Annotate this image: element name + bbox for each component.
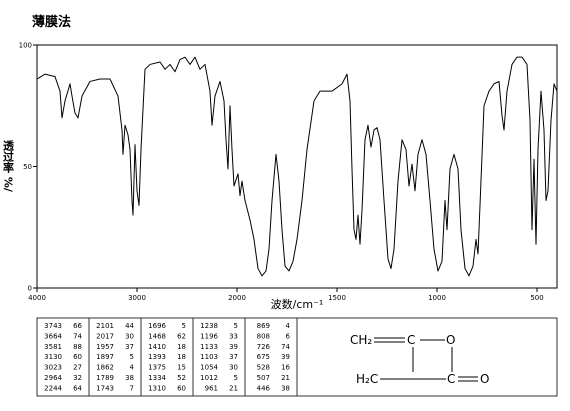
peak-transmittance: 60 xyxy=(177,384,186,392)
x-tick-label: 1500 xyxy=(328,294,346,302)
peak-transmittance: 5 xyxy=(182,322,186,330)
peak-transmittance: 18 xyxy=(177,343,186,351)
chart-title: 薄膜法 xyxy=(32,14,71,30)
peak-wavenumber: 869 xyxy=(257,322,270,330)
peak-wavenumber: 3023 xyxy=(44,364,62,372)
peak-transmittance: 38 xyxy=(281,384,290,392)
peak-wavenumber: 528 xyxy=(257,364,270,372)
peak-transmittance: 7 xyxy=(130,384,134,392)
peak-wavenumber: 1375 xyxy=(148,364,166,372)
y-tick-label: 0 xyxy=(28,285,32,293)
peak-wavenumber: 2964 xyxy=(44,374,62,382)
peak-transmittance: 44 xyxy=(125,322,134,330)
peak-transmittance: 74 xyxy=(73,332,82,340)
peak-wavenumber: 446 xyxy=(257,384,271,392)
peak-wavenumber: 961 xyxy=(205,384,218,392)
peak-transmittance: 60 xyxy=(73,353,82,361)
peak-transmittance: 15 xyxy=(177,364,186,372)
peak-transmittance: 5 xyxy=(234,374,238,382)
peak-wavenumber: 2244 xyxy=(44,384,62,392)
peak-wavenumber: 1334 xyxy=(148,374,166,382)
peak-wavenumber: 3743 xyxy=(44,322,62,330)
peak-wavenumber: 1897 xyxy=(96,353,114,361)
peak-transmittance: 30 xyxy=(125,332,134,340)
plot-frame xyxy=(36,44,558,289)
peak-wavenumber: 675 xyxy=(257,353,270,361)
peak-transmittance: 21 xyxy=(229,384,238,392)
y-axis-label: 透过率 %/ xyxy=(2,140,15,193)
peak-transmittance: 27 xyxy=(73,364,82,372)
peak-transmittance: 6 xyxy=(286,332,291,340)
peak-transmittance: 4 xyxy=(286,322,291,330)
x-tick-label: 4000 xyxy=(28,294,46,302)
peak-wavenumber: 1103 xyxy=(200,353,218,361)
peak-wavenumber: 1310 xyxy=(148,384,166,392)
peak-transmittance: 74 xyxy=(281,343,290,351)
peak-wavenumber: 1696 xyxy=(148,322,166,330)
peak-transmittance: 5 xyxy=(234,322,238,330)
y-tick-label: 100 xyxy=(19,42,32,50)
peak-transmittance: 62 xyxy=(177,332,186,340)
peak-transmittance: 39 xyxy=(229,343,238,351)
atom: C xyxy=(407,333,415,347)
peak-wavenumber: 1862 xyxy=(96,364,114,372)
peak-transmittance: 5 xyxy=(130,353,134,361)
peak-wavenumber: 1196 xyxy=(200,332,218,340)
peak-wavenumber: 2101 xyxy=(96,322,114,330)
peak-transmittance: 18 xyxy=(177,353,186,361)
peak-transmittance: 37 xyxy=(125,343,134,351)
peak-transmittance: 33 xyxy=(229,332,238,340)
spectrum-line xyxy=(36,56,558,277)
peak-wavenumber: 1468 xyxy=(148,332,166,340)
peak-wavenumber: 507 xyxy=(257,374,270,382)
peak-transmittance: 4 xyxy=(130,364,135,372)
peak-transmittance: 16 xyxy=(281,364,290,372)
peak-wavenumber: 1393 xyxy=(148,353,166,361)
x-tick-label: 500 xyxy=(530,294,543,302)
peak-wavenumber: 3664 xyxy=(44,332,62,340)
peak-wavenumber: 1789 xyxy=(96,374,114,382)
atom: C xyxy=(447,372,455,386)
peak-wavenumber: 726 xyxy=(257,343,271,351)
peak-wavenumber: 1054 xyxy=(200,364,218,372)
atom: O xyxy=(480,372,489,386)
x-tick-label: 3000 xyxy=(128,294,146,302)
peak-transmittance: 32 xyxy=(73,374,82,382)
x-tick-label: 1000 xyxy=(428,294,446,302)
peak-transmittance: 88 xyxy=(73,343,82,351)
structure xyxy=(374,337,478,382)
x-axis-label: 波数/cm⁻¹ xyxy=(271,298,324,311)
peak-wavenumber: 1743 xyxy=(96,384,114,392)
peak-transmittance: 64 xyxy=(73,384,82,392)
peak-wavenumber: 1238 xyxy=(200,322,218,330)
y-tick-label: 50 xyxy=(23,163,32,171)
peak-transmittance: 38 xyxy=(125,374,134,382)
peak-wavenumber: 2017 xyxy=(96,332,114,340)
peak-transmittance: 66 xyxy=(73,322,82,330)
structure-labels: CH₂ C O H₂C C O xyxy=(350,333,489,386)
atom: O xyxy=(446,333,455,347)
peak-wavenumber: 1957 xyxy=(96,343,114,351)
x-tick-label: 2000 xyxy=(228,294,246,302)
peak-transmittance: 52 xyxy=(177,374,186,382)
peak-wavenumber: 1410 xyxy=(148,343,166,351)
peak-transmittance: 30 xyxy=(229,364,238,372)
peak-transmittance: 37 xyxy=(229,353,238,361)
peak-wavenumber: 808 xyxy=(257,332,270,340)
atom: H₂C xyxy=(356,372,378,386)
peak-transmittance: 21 xyxy=(281,374,290,382)
peak-wavenumber: 3581 xyxy=(44,343,62,351)
peak-wavenumber: 1133 xyxy=(200,343,218,351)
peak-wavenumber: 3130 xyxy=(44,353,62,361)
atom: CH₂ xyxy=(350,333,372,347)
peak-wavenumber: 1012 xyxy=(200,374,218,382)
peak-transmittance: 39 xyxy=(281,353,290,361)
